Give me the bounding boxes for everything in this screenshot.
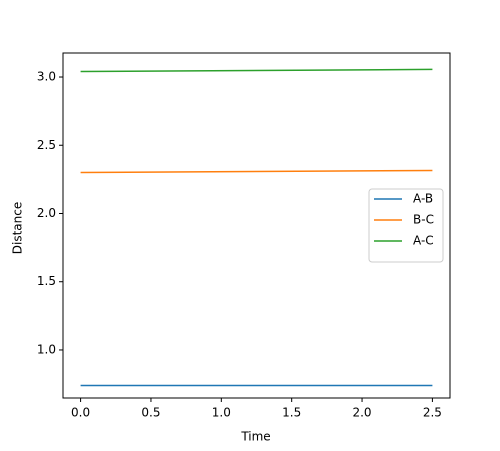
x-tick-label: 0.0 [71, 406, 90, 420]
y-tick-label: 2.0 [37, 206, 56, 220]
y-axis-label: Distance [11, 202, 25, 254]
legend-label: A-C [413, 234, 434, 248]
legend-label: A-B [413, 192, 433, 206]
y-tick-label: 1.0 [37, 342, 56, 356]
y-tick-label: 3.0 [37, 70, 56, 84]
x-axis-label: Time [240, 430, 270, 444]
x-tick-label: 2.5 [423, 406, 442, 420]
legend-label: B-C [413, 213, 434, 227]
legend-box [368, 188, 444, 263]
plot-frame [62, 52, 451, 399]
x-tick-label: 1.5 [282, 406, 301, 420]
x-tick-label: 0.5 [141, 406, 160, 420]
y-tick-label: 1.5 [37, 274, 56, 288]
x-tick-label: 1.0 [212, 406, 231, 420]
line-series [80, 68, 433, 73]
y-tick-label: 2.5 [37, 138, 56, 152]
x-tick-label: 2.0 [352, 406, 371, 420]
line-series [80, 169, 433, 174]
